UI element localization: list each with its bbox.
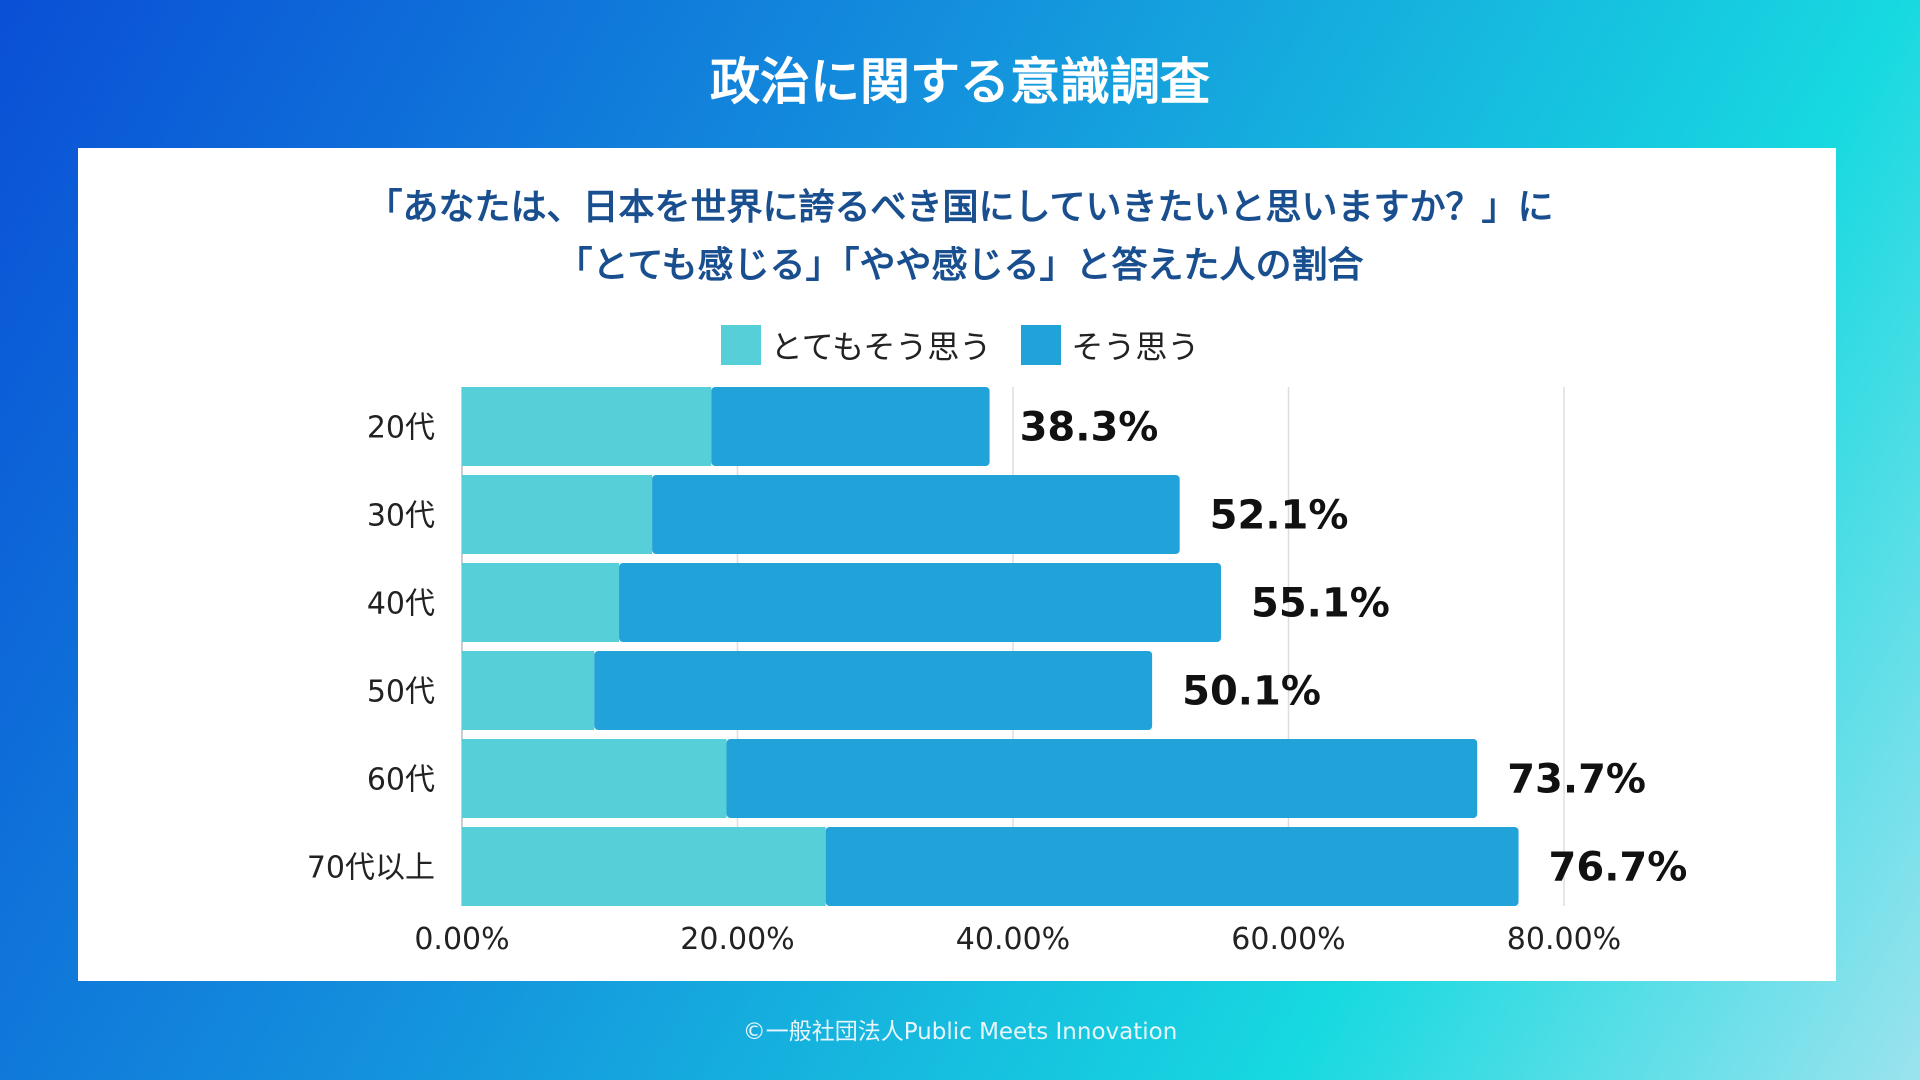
bar-segment	[711, 387, 990, 466]
total-data-label: 50.1%	[1182, 669, 1321, 715]
total-data-label: 38.3%	[1020, 405, 1159, 451]
bar-segment	[462, 387, 712, 466]
bar-segment	[462, 563, 620, 642]
legend-label: とてもそう思う	[770, 328, 992, 366]
bar-segment	[594, 651, 1153, 730]
x-tick-label: 80.00%	[1507, 922, 1621, 957]
legend-item-strongly-agree: とてもそう思う	[720, 322, 992, 368]
bar-segment	[462, 651, 595, 730]
bar-segment	[619, 563, 1222, 642]
chart-title-line-2: 「とても感じる」「やや感じる」と答えた人の割合	[556, 245, 1364, 286]
y-category-label: 70代以上	[307, 851, 435, 886]
bar-segment	[462, 739, 727, 818]
total-data-label: 52.1%	[1210, 493, 1349, 539]
bar-segment	[462, 475, 653, 554]
legend-swatch	[1021, 325, 1062, 365]
legend-label: そう思う	[1071, 328, 1200, 366]
page-title: 政治に関する意識調査	[710, 53, 1210, 111]
legend: とてもそう思う そう思う	[0, 322, 1920, 368]
chart-title-line-1: 「あなたは、日本を世界に誇るべき国にしていきたいと思いますか？」に	[366, 187, 1554, 228]
x-tick-label: 0.00%	[414, 922, 509, 957]
legend-swatch	[720, 325, 761, 365]
y-category-label: 60代	[367, 763, 435, 798]
y-category-label: 30代	[367, 499, 435, 534]
y-category-label: 50代	[367, 675, 435, 710]
y-category-label: 20代	[367, 411, 435, 446]
total-data-label: 73.7%	[1507, 757, 1646, 803]
bar-segment	[726, 739, 1478, 818]
x-tick-label: 60.00%	[1231, 922, 1345, 957]
bar-segment	[462, 827, 826, 906]
x-tick-label: 20.00%	[680, 922, 794, 957]
legend-item-agree: そう思う	[1021, 322, 1199, 368]
total-data-label: 76.7%	[1549, 845, 1688, 891]
bar-segment	[825, 827, 1519, 906]
footer-credit: ©一般社団法人Public Meets Innovation	[742, 1019, 1178, 1045]
total-data-label: 55.1%	[1251, 581, 1390, 627]
bar-segment	[652, 475, 1180, 554]
x-tick-label: 40.00%	[956, 922, 1070, 957]
y-category-label: 40代	[367, 587, 435, 622]
